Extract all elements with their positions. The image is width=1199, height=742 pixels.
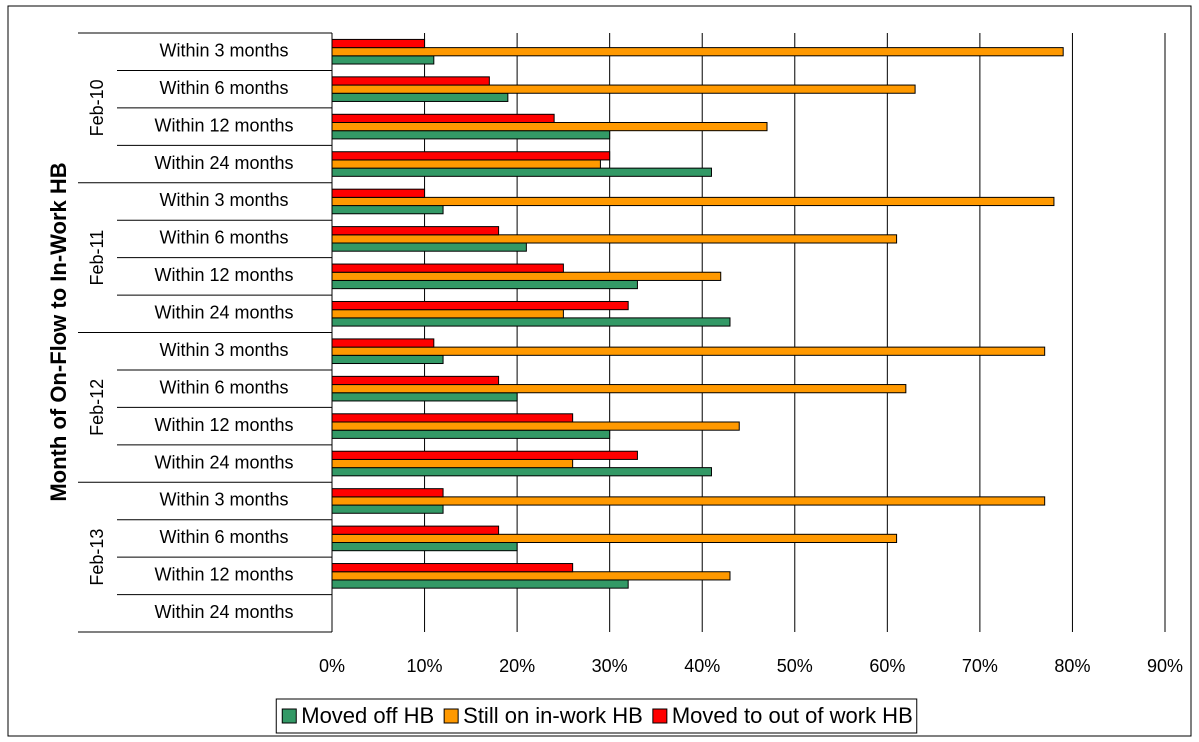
y-tick-label: Within 24 months xyxy=(154,602,293,622)
bar xyxy=(331,226,500,236)
legend-swatch xyxy=(281,708,297,724)
y-tick-label: Within 3 months xyxy=(159,40,288,60)
y-tick-label: Within 12 months xyxy=(154,115,293,135)
bar xyxy=(331,384,907,394)
bar xyxy=(331,450,638,460)
x-tick-label: 70% xyxy=(962,656,998,676)
y-tick-label: Within 24 months xyxy=(154,303,293,323)
bar xyxy=(331,421,740,431)
y-tick-label: Within 6 months xyxy=(159,78,288,98)
y-axis-label: Month of On-Flow to In-Work HB xyxy=(46,162,71,501)
y-tick-label: Within 24 months xyxy=(154,452,293,472)
bar xyxy=(331,47,1064,57)
bar xyxy=(331,354,444,365)
y-tick-label: Within 12 months xyxy=(154,565,293,585)
bar xyxy=(331,429,611,439)
bar xyxy=(331,263,564,273)
bar xyxy=(331,375,500,386)
bar xyxy=(331,234,898,244)
bar xyxy=(331,92,509,102)
bar xyxy=(331,504,444,514)
bar xyxy=(331,271,722,281)
x-tick-label: 80% xyxy=(1054,656,1090,676)
x-tick-label: 50% xyxy=(777,656,813,676)
y-tick-label: Within 24 months xyxy=(154,153,293,173)
legend-label: Still on in-work HB xyxy=(463,703,643,728)
group-label: Feb-10 xyxy=(87,79,107,136)
bar xyxy=(331,151,611,161)
bar xyxy=(331,76,490,86)
x-tick-label: 40% xyxy=(684,656,720,676)
bar xyxy=(331,579,629,589)
y-tick-label: Within 3 months xyxy=(159,490,288,510)
legend-swatch xyxy=(652,708,668,724)
bar xyxy=(331,113,555,123)
legend: Moved off HB Still on in-work HB Moved to … xyxy=(275,698,918,734)
bar xyxy=(331,121,768,132)
bar xyxy=(331,533,898,544)
bar xyxy=(331,525,500,535)
bar xyxy=(331,196,1055,207)
legend-swatch xyxy=(443,708,459,724)
bar xyxy=(331,279,638,290)
bar xyxy=(331,563,574,573)
bar xyxy=(331,84,916,94)
bar xyxy=(331,458,574,469)
bar xyxy=(331,242,527,252)
y-tick-label: Within 6 months xyxy=(159,377,288,397)
bar xyxy=(331,55,435,65)
bar xyxy=(331,300,629,311)
bar xyxy=(331,496,1046,506)
y-tick-label: Within 6 months xyxy=(159,228,288,248)
bar xyxy=(331,38,426,49)
y-tick-label: Within 12 months xyxy=(154,415,293,435)
x-tick-label: 10% xyxy=(407,656,443,676)
bar xyxy=(331,167,712,177)
bar xyxy=(331,392,518,402)
x-tick-label: 60% xyxy=(869,656,905,676)
bar xyxy=(331,467,712,477)
x-tick-label: 0% xyxy=(319,656,345,676)
bar xyxy=(331,188,426,198)
legend-label: Moved off HB xyxy=(301,703,434,728)
x-tick-label: 30% xyxy=(592,656,628,676)
group-label: Feb-12 xyxy=(87,379,107,436)
x-tick-label: 90% xyxy=(1147,656,1183,676)
bar xyxy=(331,309,564,319)
y-tick-label: Within 6 months xyxy=(159,527,288,547)
bar xyxy=(331,159,601,169)
bar xyxy=(331,413,574,423)
x-tick-label: 20% xyxy=(499,656,535,676)
bar xyxy=(331,571,731,581)
legend-box xyxy=(275,698,918,734)
bar xyxy=(331,317,731,327)
y-tick-label: Within 3 months xyxy=(159,190,288,210)
bar xyxy=(331,205,444,215)
y-tick-label: Within 3 months xyxy=(159,340,288,360)
bar xyxy=(331,346,1046,356)
group-label: Feb-13 xyxy=(87,529,107,586)
bar xyxy=(331,542,518,552)
bar xyxy=(331,338,435,348)
bar xyxy=(331,130,611,140)
legend-label: Moved to out of work HB xyxy=(672,703,913,728)
bar xyxy=(331,488,444,498)
y-tick-label: Within 12 months xyxy=(154,265,293,285)
group-label: Feb-11 xyxy=(87,230,107,286)
